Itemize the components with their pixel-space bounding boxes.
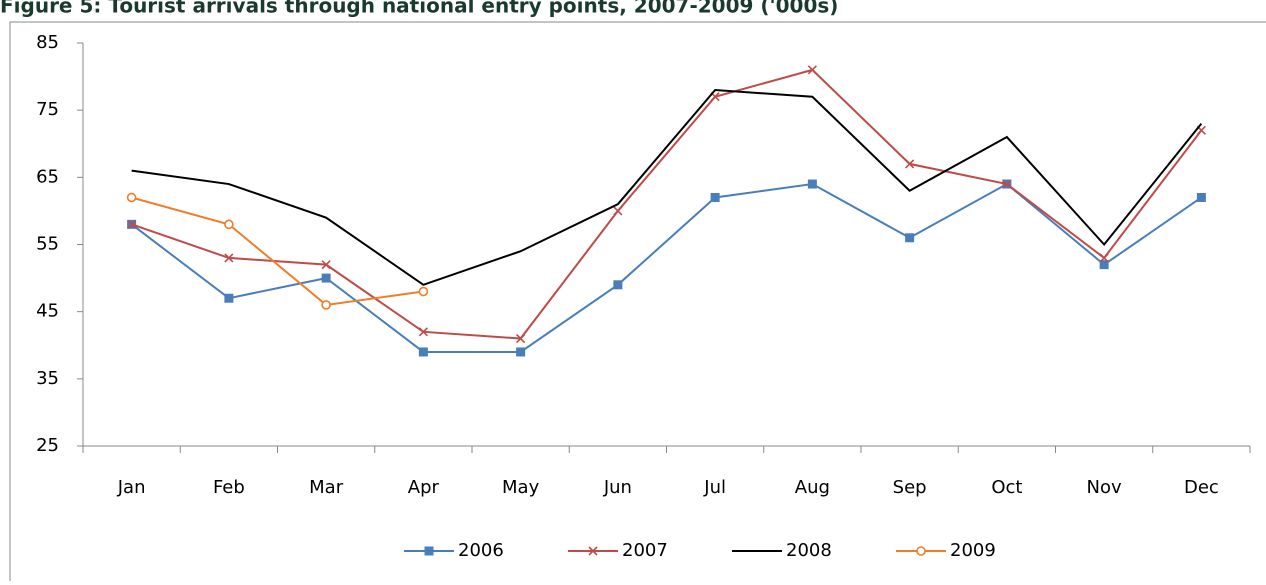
point <box>418 286 429 297</box>
x-tick-label: Apr <box>408 477 440 498</box>
chart-title: Figure 5: Tourist arrivals through natio… <box>0 0 838 18</box>
x-tick-label: May <box>502 477 540 498</box>
point <box>905 233 915 243</box>
point <box>807 179 817 189</box>
point <box>418 347 428 357</box>
point <box>1196 192 1206 202</box>
series-line <box>131 196 424 307</box>
point <box>224 293 234 303</box>
point <box>224 253 234 263</box>
point <box>613 280 623 290</box>
legend-label: 2009 <box>950 540 996 561</box>
x-tick-label: Nov <box>1087 477 1122 498</box>
y-tick-label: 55 <box>36 234 59 255</box>
point <box>710 192 720 202</box>
point <box>516 333 526 344</box>
point <box>321 273 331 283</box>
legend-marker <box>588 546 598 556</box>
x-tick-label: Jan <box>117 477 146 498</box>
chart-border <box>9 21 1266 585</box>
point <box>126 192 137 203</box>
point <box>1099 260 1109 270</box>
x-tick-label: Jul <box>703 477 726 498</box>
x-tick-label: Feb <box>213 477 245 498</box>
point <box>321 300 331 310</box>
y-tick-label: 45 <box>36 301 59 322</box>
point <box>516 347 526 357</box>
x-tick-label: Jun <box>603 477 632 498</box>
y-tick-label: 85 <box>36 32 59 53</box>
point <box>224 219 234 230</box>
x-tick-label: Dec <box>1184 477 1219 498</box>
legend-label: 2007 <box>622 540 668 561</box>
x-tick-label: Mar <box>309 477 344 498</box>
legend-label: 2008 <box>786 540 832 561</box>
x-tick-label: Aug <box>795 477 830 498</box>
x-tick-label: Oct <box>991 477 1022 498</box>
point <box>1099 253 1109 263</box>
y-tick-label: 75 <box>36 99 59 120</box>
legend-label: 2006 <box>458 540 504 561</box>
series <box>131 88 1203 286</box>
point <box>127 219 137 229</box>
series <box>127 65 1206 344</box>
series-line <box>131 88 1203 286</box>
legend-marker <box>916 546 926 556</box>
y-tick-label: 25 <box>36 435 59 456</box>
series-line <box>131 68 1203 340</box>
x-tick-label: Sep <box>893 477 927 498</box>
y-tick-label: 35 <box>36 368 59 389</box>
y-tick-label: 65 <box>36 166 59 187</box>
point <box>418 327 428 337</box>
point <box>321 260 331 270</box>
series <box>127 179 1206 357</box>
point <box>613 206 623 216</box>
point <box>905 159 915 169</box>
point <box>1002 179 1012 189</box>
point <box>807 65 817 75</box>
legend-marker <box>424 546 434 556</box>
series <box>126 192 429 310</box>
